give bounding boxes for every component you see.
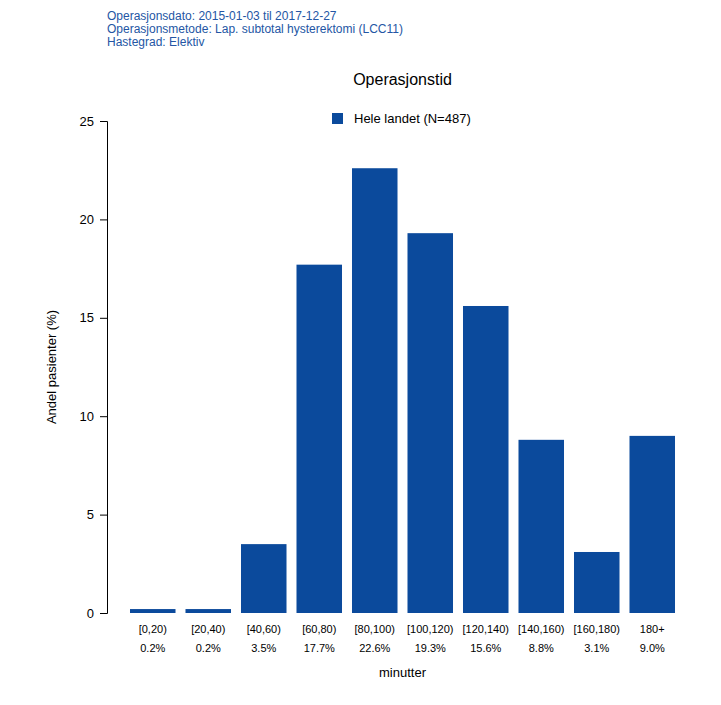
x-tick-label: [120,140) (463, 623, 509, 635)
legend: Hele landet (N=487) (332, 111, 471, 126)
data-label: 15.6% (470, 642, 501, 654)
bar (296, 265, 342, 613)
data-label: 9.0% (640, 642, 665, 654)
y-axis-title: Andel pasienter (%) (44, 310, 59, 424)
bar (185, 609, 231, 613)
data-label: 8.8% (529, 642, 554, 654)
bars (130, 168, 675, 613)
y-tick-label: 0 (87, 606, 94, 621)
x-axis-title: minutter (379, 665, 427, 680)
x-tick: [60,80) (302, 623, 336, 635)
data-label: 3.1% (584, 642, 609, 654)
y-tick-label: 25 (80, 114, 94, 129)
x-tick: [140,160) (518, 623, 564, 635)
y-axis-line (100, 122, 108, 614)
bar (352, 168, 398, 613)
y-tick-mark (100, 121, 107, 122)
chart: Operasjonsdato: 2015-01-03 til 2017-12-2… (0, 0, 721, 705)
subtitle: Operasjonsmetode: Lap. subtotal hysterek… (107, 22, 403, 36)
y-tick: 10 (80, 409, 107, 424)
x-tick-label: [100,120) (407, 623, 453, 635)
y-tick-label: 5 (87, 507, 94, 522)
x-axis: [0,20) [20,40) [40,60) [60,80) [80,100) [100,… (139, 623, 665, 635)
y-tick-mark (100, 416, 107, 417)
data-label: 3.5% (251, 642, 276, 654)
x-tick: [40,60) (247, 623, 281, 635)
x-tick: [100,120) (407, 623, 453, 635)
bar (241, 544, 287, 613)
subtitle: Hastegrad: Elektiv (107, 35, 204, 49)
x-tick: [20,40) (191, 623, 225, 635)
data-label: 19.3% (415, 642, 446, 654)
legend-swatch (332, 113, 343, 124)
bar (629, 436, 675, 613)
data-labels: 0.2% 0.2% 3.5% 17.7% 22.6% 19.3% 15.6% 8.8% 3.1%… (140, 642, 665, 654)
bar (130, 609, 176, 613)
data-label: 22.6% (359, 642, 390, 654)
title: Operasjonstid (353, 71, 452, 88)
y-tick-label: 10 (80, 409, 94, 424)
y-tick-mark (100, 318, 107, 319)
x-tick-label: [160,180) (574, 623, 620, 635)
y-tick: 15 (80, 310, 107, 325)
x-tick-label: [0,20) (139, 623, 167, 635)
x-tick-label: [20,40) (191, 623, 225, 635)
x-tick-label: [60,80) (302, 623, 336, 635)
x-tick: [0,20) (139, 623, 167, 635)
y-tick-label: 20 (80, 212, 94, 227)
x-tick: 180+ (640, 623, 665, 635)
x-tick-label: [80,100) (355, 623, 395, 635)
y-tick-mark (100, 613, 107, 614)
data-label: 0.2% (196, 642, 221, 654)
x-tick: [120,140) (463, 623, 509, 635)
subtitle: Operasjonsdato: 2015-01-03 til 2017-12-2… (107, 9, 337, 23)
x-tick: [160,180) (574, 623, 620, 635)
bar (463, 306, 509, 613)
bar (574, 552, 620, 613)
y-tick-label: 15 (80, 310, 94, 325)
y-tick: 0 (87, 606, 107, 621)
y-tick-mark (100, 219, 107, 220)
y-tick: 25 (80, 114, 107, 129)
data-label: 17.7% (304, 642, 335, 654)
y-axis: 0 5 10 15 20 25 (80, 114, 108, 621)
bar (407, 233, 453, 613)
legend-label: Hele landet (N=487) (354, 111, 471, 126)
y-tick: 20 (80, 212, 107, 227)
data-label: 0.2% (140, 642, 165, 654)
x-tick-label: 180+ (640, 623, 665, 635)
x-tick: [80,100) (355, 623, 395, 635)
bar (518, 440, 564, 613)
y-tick: 5 (87, 507, 107, 522)
y-tick-mark (100, 515, 107, 516)
x-tick-label: [40,60) (247, 623, 281, 635)
x-tick-label: [140,160) (518, 623, 564, 635)
